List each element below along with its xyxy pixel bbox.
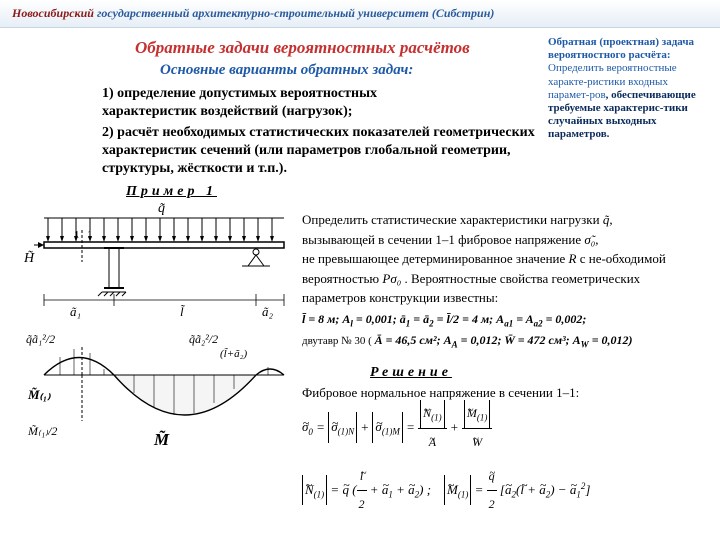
task-2: 2) расчёт необходимых статистических пок…: [102, 124, 552, 179]
uni-name-red: Новосибирский: [12, 6, 94, 20]
l-dim: l̃: [180, 304, 186, 319]
solution-label: Решение: [370, 365, 452, 381]
uni-name-rest: государственный архитектурно-строительны…: [94, 6, 494, 20]
example-label: Пример 1: [126, 184, 217, 200]
university-header: Новосибирский государственный архитектур…: [0, 0, 720, 28]
solution-text: Фибровое нормальное напряжение в сечении…: [302, 385, 579, 401]
q-label: q̃: [158, 201, 165, 216]
qa1-label: q̃ã₁²/2: [26, 332, 55, 346]
definition-sidebar: Обратная (проектная) задача вероятностно…: [548, 36, 708, 142]
section-1b: 1: [87, 229, 93, 241]
qa2-label: q̃ã₂²/2: [189, 332, 218, 346]
M1-label: M̃₍₁₎: [27, 387, 51, 402]
a1-dim: ã₁: [70, 304, 81, 319]
task-1: 1) определение допустимых вероятностных …: [102, 85, 442, 121]
M-label: M̃: [153, 430, 170, 449]
page-title: Обратные задачи вероятностных расчётов: [135, 38, 470, 58]
H-label: H̃: [24, 250, 35, 266]
formulas: σ0 = σ(1)N + σ(1)M = N(1)A + M(1)W N(1) …: [302, 400, 706, 519]
M12-label: M̃₍₁₎/2: [27, 424, 57, 438]
def-bold-1: Обратная (проектная) задача вероятностно…: [548, 36, 694, 61]
a2-dim: ã₂: [262, 304, 274, 319]
la2-label: (l̃+ã₂): [220, 347, 247, 360]
page-subtitle: Основные варианты обратных задач:: [160, 62, 413, 79]
beam-diagram: 1 1 H̃ ã₁ l̃ ã₂ q̃: [24, 200, 294, 520]
problem-statement: Определить статистические характеристики…: [302, 210, 706, 308]
equation-1: σ0 = σ(1)N + σ(1)M = N(1)A + M(1)W: [302, 400, 706, 457]
equation-2: N(1) = q (l2 + a1 + a2) ; M(1) = q2 [a2(…: [302, 463, 706, 519]
section-1: 1: [74, 229, 80, 241]
given-values: l̄ = 8 м; Al = 0,001; ā1 = ā2 = l̄/2 = 4…: [302, 310, 706, 352]
